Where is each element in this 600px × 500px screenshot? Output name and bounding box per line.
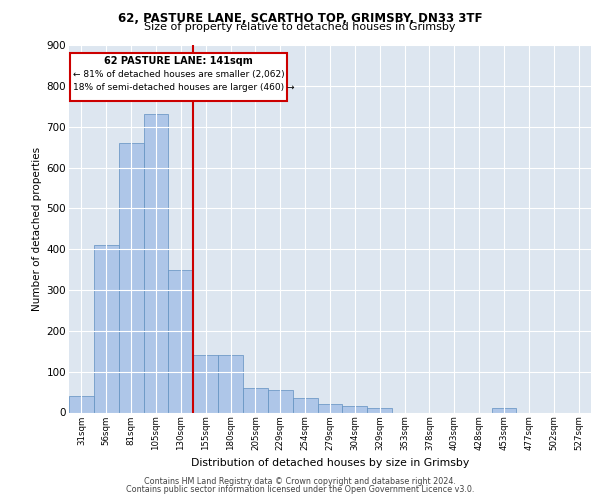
Y-axis label: Number of detached properties: Number of detached properties xyxy=(32,146,43,311)
Text: Size of property relative to detached houses in Grimsby: Size of property relative to detached ho… xyxy=(144,22,456,32)
Bar xyxy=(69,396,94,412)
Bar xyxy=(293,398,317,412)
Bar xyxy=(317,404,343,412)
Bar xyxy=(243,388,268,412)
Bar xyxy=(268,390,293,412)
Text: 62 PASTURE LANE: 141sqm: 62 PASTURE LANE: 141sqm xyxy=(104,56,253,66)
Text: 62, PASTURE LANE, SCARTHO TOP, GRIMSBY, DN33 3TF: 62, PASTURE LANE, SCARTHO TOP, GRIMSBY, … xyxy=(118,12,482,26)
FancyBboxPatch shape xyxy=(70,53,287,102)
Bar xyxy=(143,114,169,412)
Text: 18% of semi-detached houses are larger (460) →: 18% of semi-detached houses are larger (… xyxy=(73,82,295,92)
Bar xyxy=(218,356,243,412)
Bar xyxy=(343,406,367,412)
Bar xyxy=(491,408,517,412)
Text: Contains HM Land Registry data © Crown copyright and database right 2024.: Contains HM Land Registry data © Crown c… xyxy=(144,477,456,486)
Bar xyxy=(367,408,392,412)
Bar xyxy=(193,356,218,412)
Bar xyxy=(169,270,193,412)
X-axis label: Distribution of detached houses by size in Grimsby: Distribution of detached houses by size … xyxy=(191,458,469,468)
Text: ← 81% of detached houses are smaller (2,062): ← 81% of detached houses are smaller (2,… xyxy=(73,70,285,80)
Bar xyxy=(94,245,119,412)
Text: Contains public sector information licensed under the Open Government Licence v3: Contains public sector information licen… xyxy=(126,484,474,494)
Bar xyxy=(119,143,143,412)
